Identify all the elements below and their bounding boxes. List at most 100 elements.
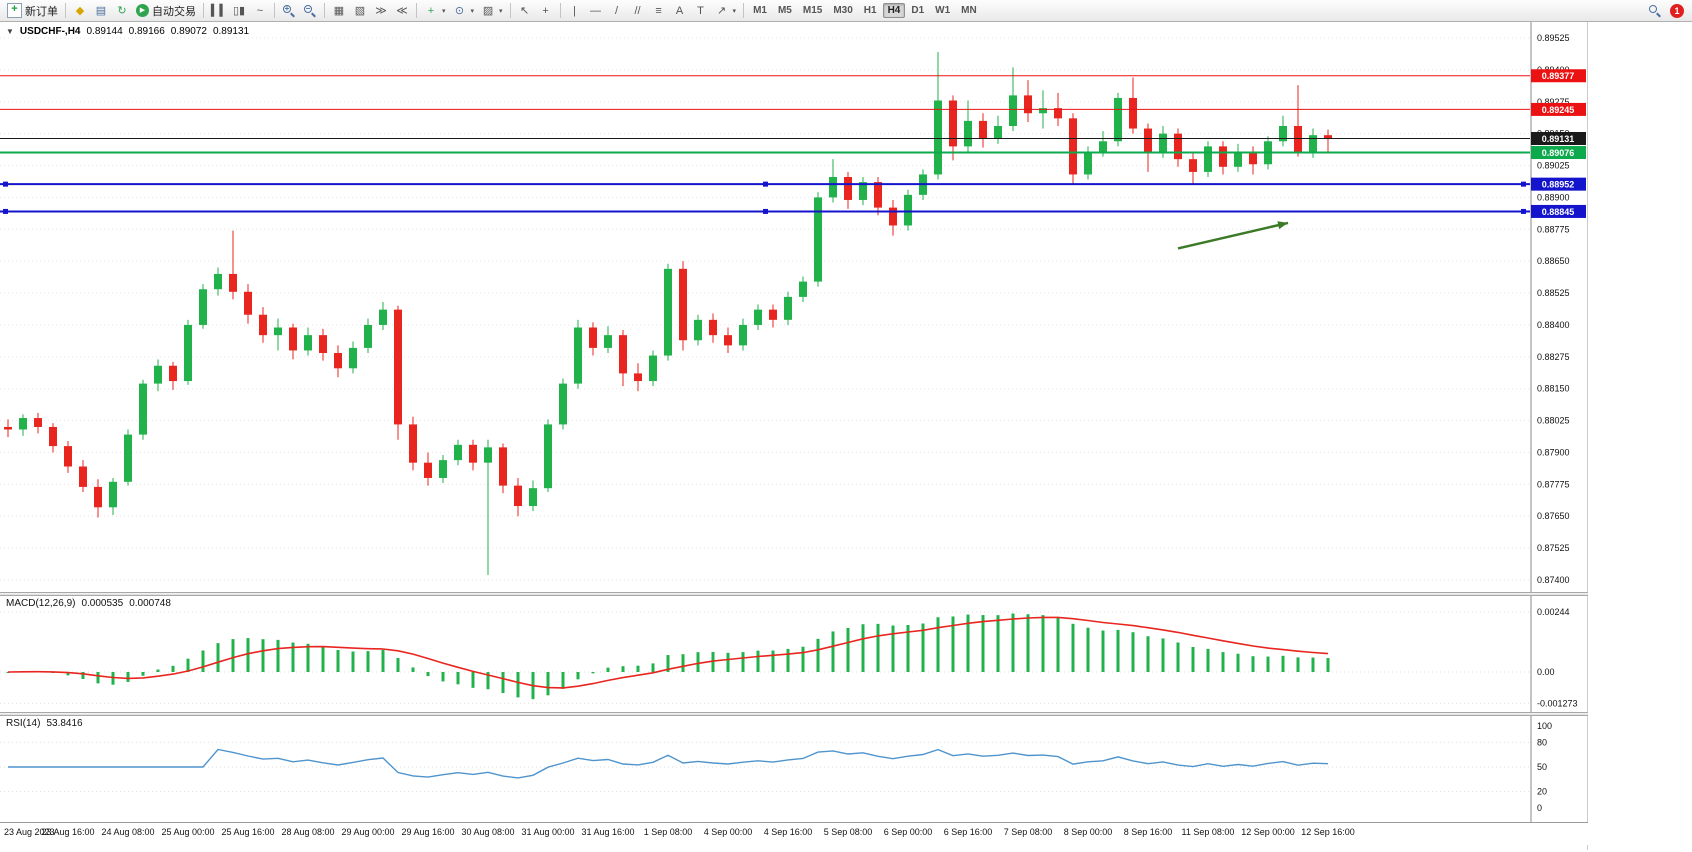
macd-signal-line [7,616,1329,689]
candle-body [1279,125,1287,142]
candle-body [994,125,1002,139]
text-icon: A [675,4,684,17]
auto-trading-button[interactable]: ▶ 自动交易 [133,2,199,20]
zoom-in-button[interactable]: + [279,2,299,20]
macd-name: MACD(12,26,9) [6,598,76,609]
price-axis-label: 0.88275 [1537,352,1570,362]
refresh-button[interactable]: ↻ [112,2,132,20]
candle-body [1069,118,1077,175]
line-handle[interactable] [763,208,768,214]
bar-chart-button[interactable]: ▍▍ [208,2,228,20]
candle-body [439,460,447,478]
print-button[interactable]: ▤ [91,2,111,20]
line-handle[interactable] [763,181,768,187]
timeframe-button-h4[interactable]: H4 [882,3,906,18]
macd-chart[interactable]: 0.00244 0.00 -0.001273 [0,596,1586,712]
channel-button[interactable]: // [628,2,648,20]
timeframe-button-m1[interactable]: M1 [753,5,767,16]
chart-shift-icon: ≪ [396,4,408,17]
new-order-button[interactable]: + 新订单 [4,2,61,20]
arrows-button[interactable]: ↗ ▾ [712,2,740,20]
timeframe-button-m30[interactable]: M30 [833,5,853,16]
timeframe-button-m5[interactable]: M5 [777,5,792,16]
macd-histogram-bar [651,663,655,672]
macd-histogram-bar [411,667,415,672]
price-chart[interactable]: 0.895250.894000.892750.891500.890250.889… [0,22,1586,592]
candle-body [319,335,327,353]
vertical-line-button[interactable]: | [565,2,585,20]
toolbar-separator [509,3,511,18]
macd-histogram-bar [66,672,70,676]
line-chart-button[interactable]: ~ [250,2,270,20]
line-handle[interactable] [1521,208,1526,214]
panel-divider[interactable] [0,592,1588,596]
templates-button[interactable]: ▨ ▾ [478,2,506,20]
indicators-button[interactable]: + ▾ [421,2,449,20]
tile-windows-button[interactable]: ▦ [329,2,349,20]
toolbar-separator [743,3,745,18]
text-label-button[interactable]: T [691,2,711,20]
timeframe-button-m15[interactable]: M15 [802,5,823,16]
timeframe-button-h1[interactable]: H1 [863,5,877,16]
line-handle[interactable] [1521,181,1526,187]
price-badge [1531,69,1586,83]
profiles-button[interactable]: ◆ [70,2,90,20]
price-axis-label: 0.88650 [1537,256,1570,266]
candle-body [1159,133,1167,152]
macd-histogram-bar [726,652,730,672]
candle-body [19,418,27,430]
search-button[interactable] [1645,2,1665,20]
candlestick-chart-button[interactable]: ▯▮ [229,2,249,20]
candle-body [1234,151,1242,167]
candle-body [334,352,342,369]
price-badge-label: 0.89131 [1542,134,1575,144]
cascade-windows-button[interactable]: ▧ [350,2,370,20]
toolbar-separator [324,3,325,18]
price-axis-label: 0.89525 [1537,33,1570,43]
notification-badge[interactable]: 1 [1670,3,1684,18]
collapse-icon[interactable]: ▼ [6,27,14,36]
candle-body [64,446,72,467]
macd-label: MACD(12,26,9) 0.000535 0.000748 [6,598,171,609]
line-handle[interactable] [3,181,8,187]
text-button[interactable]: A [670,2,690,20]
macd-histogram-bar [186,658,190,672]
price-axis-label: 0.88900 [1537,192,1570,202]
chevron-down-icon: ▾ [499,7,503,15]
macd-histogram-bar [1071,623,1075,672]
candle-body [454,444,462,461]
price-axis-label: 0.88525 [1537,288,1570,298]
line-handle[interactable] [3,208,8,214]
timeframe-button-mn[interactable]: MN [961,5,977,16]
cursor-button[interactable]: ↖ [515,2,535,20]
time-label: 25 Aug 16:00 [221,827,275,837]
trendline-button[interactable]: / [607,2,627,20]
panel-divider[interactable] [0,712,1588,716]
rsi-value: 53.8416 [46,718,83,729]
zoom-out-button[interactable]: − [300,2,320,20]
time-label: 30 Aug 08:00 [461,827,515,837]
candle-body [1144,128,1152,152]
crosshair-button[interactable]: + [536,2,556,20]
price-axis-label: 0.88400 [1537,320,1570,330]
timeframe-button-d1[interactable]: D1 [911,5,925,16]
time-axis[interactable]: 23 Aug 2023 23 Aug 16:00 24 Aug 08:00 25 Au… [0,822,1588,845]
price-badge-label: 0.89377 [1542,71,1575,81]
candle-body [259,314,267,336]
indicators-icon: + [427,4,435,17]
candle-body [1114,97,1122,142]
timeframe-button-w1[interactable]: W1 [935,5,951,16]
candle-body [274,327,282,336]
chart-shift-button[interactable]: ≪ [392,2,412,20]
macd-histogram-bar [606,667,610,672]
horizontal-line-button[interactable]: — [586,2,606,20]
timeframes-menu-button[interactable]: ⊙ ▾ [450,2,478,20]
time-label: 29 Aug 16:00 [401,827,455,837]
price-axis-label: 0.89025 [1537,161,1570,171]
auto-scroll-button[interactable]: ≫ [371,2,391,20]
rsi-chart[interactable]: 100 80 50 20 0 [0,716,1586,822]
trend-arrow[interactable] [1177,221,1289,250]
macd-histogram-bar [1176,642,1180,672]
fibonacci-button[interactable]: ≡ [649,2,669,20]
candle-body [724,335,732,346]
